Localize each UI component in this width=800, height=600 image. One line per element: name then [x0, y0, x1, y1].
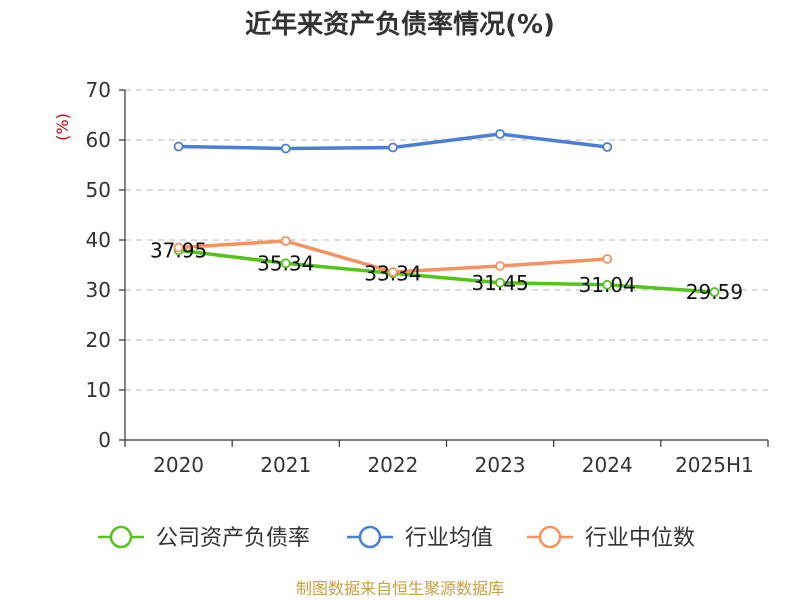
x-tick-label: 2023 [475, 453, 526, 477]
data-point [495, 277, 505, 288]
y-tick-label: 10 [86, 378, 111, 402]
x-tick-label: 2020 [153, 453, 204, 477]
y-axis-label: (%) [53, 113, 72, 141]
legend-marker [538, 525, 562, 549]
data-point [280, 236, 291, 246]
data-point [388, 142, 398, 153]
y-tick-label: 50 [86, 178, 111, 202]
legend-label: 行业均值 [405, 526, 493, 551]
legend-label: 行业中位数 [585, 526, 695, 551]
data-point [388, 267, 398, 277]
source-note: 制图数据来自恒生聚源数据库 [296, 579, 504, 598]
y-tick-label: 30 [86, 278, 111, 302]
legend-marker [358, 525, 382, 549]
chart-title: 近年来资产负债率情况(%) [245, 9, 555, 40]
x-tick-label: 2021 [260, 453, 311, 477]
data-point [602, 254, 613, 264]
x-tick-label: 2022 [367, 453, 418, 477]
data-label: 33.34 [364, 261, 421, 285]
data-point [495, 129, 505, 139]
data-label: 37.95 [150, 238, 207, 262]
legend-item-1: 行业均值 [347, 525, 493, 551]
legend-label: 公司资产负债率 [156, 526, 310, 551]
data-point [602, 142, 613, 152]
data-point [280, 258, 291, 269]
y-tick-label: 60 [86, 128, 111, 152]
x-tick-label: 2025H1 [675, 453, 754, 477]
data-label: 31.45 [471, 271, 528, 295]
axes: 0 10 20 30 40 50 60 70 2020 2021 2022 2023 2024 2025H… [86, 78, 769, 477]
y-tick-label: 0 [98, 428, 111, 452]
legend-item-0: 公司资产负债率 [98, 525, 310, 551]
x-tick-label: 2024 [582, 453, 633, 477]
data-label: 29.59 [686, 280, 743, 304]
data-point [709, 287, 720, 297]
data-point [173, 242, 184, 253]
y-tick-label: 40 [86, 228, 111, 252]
data-point [602, 279, 613, 290]
legend: 公司资产负债率 行业均值 行业中位数 [98, 525, 695, 551]
grid-lines [125, 89, 768, 391]
data-label: 31.04 [579, 273, 636, 297]
legend-item-2: 行业中位数 [527, 525, 695, 551]
data-label: 35.34 [257, 251, 314, 275]
legend-marker [109, 525, 133, 549]
y-tick-label: 20 [86, 328, 111, 352]
y-tick-label: 70 [86, 78, 111, 102]
series-group [173, 129, 720, 297]
data-point [495, 261, 505, 271]
data-labels: 37.95 35.34 33.34 31.45 31.04 29.59 [150, 238, 743, 304]
series-line-0 [178, 248, 715, 294]
data-point [280, 143, 291, 154]
data-point [173, 141, 184, 152]
